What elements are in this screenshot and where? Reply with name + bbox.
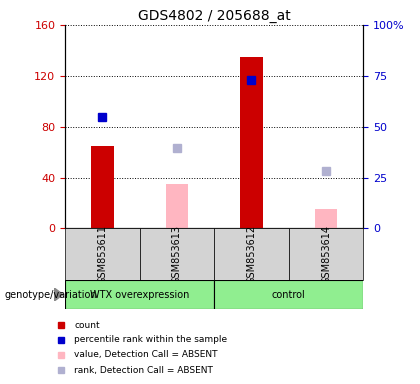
Bar xyxy=(166,184,188,228)
Bar xyxy=(214,228,289,280)
Text: GSM853611: GSM853611 xyxy=(97,225,108,284)
Text: genotype/variation: genotype/variation xyxy=(4,290,97,300)
Bar xyxy=(289,228,363,280)
Text: GSM853614: GSM853614 xyxy=(321,225,331,284)
Text: WTX overexpression: WTX overexpression xyxy=(90,290,189,300)
Text: percentile rank within the sample: percentile rank within the sample xyxy=(74,335,227,344)
Text: rank, Detection Call = ABSENT: rank, Detection Call = ABSENT xyxy=(74,366,213,374)
Bar xyxy=(91,146,113,228)
Polygon shape xyxy=(54,288,63,301)
Text: control: control xyxy=(272,290,306,300)
Title: GDS4802 / 205688_at: GDS4802 / 205688_at xyxy=(138,8,291,23)
Bar xyxy=(65,228,139,280)
Text: GSM853612: GSM853612 xyxy=(247,225,257,284)
Text: GSM853613: GSM853613 xyxy=(172,225,182,284)
Text: value, Detection Call = ABSENT: value, Detection Call = ABSENT xyxy=(74,350,218,359)
Bar xyxy=(214,280,363,309)
Bar xyxy=(315,209,337,228)
Bar xyxy=(65,280,214,309)
Bar xyxy=(240,57,262,228)
Text: count: count xyxy=(74,321,100,329)
Bar xyxy=(139,228,214,280)
